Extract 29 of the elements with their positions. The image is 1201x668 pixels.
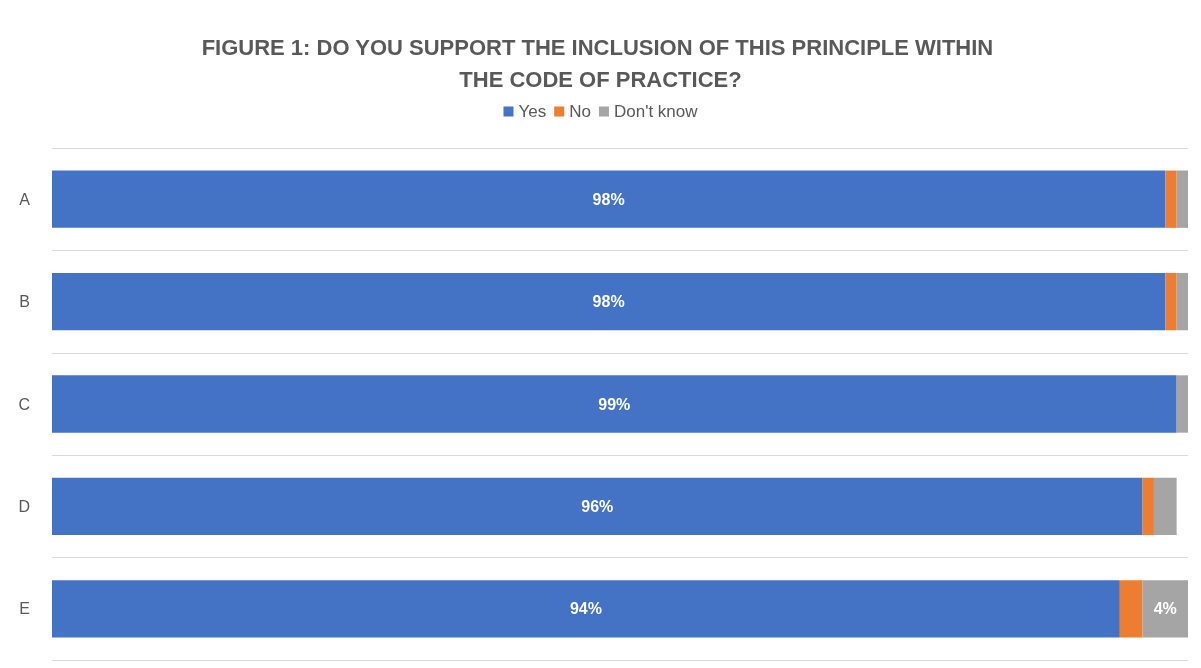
bar xyxy=(52,272,1166,331)
legend-label: No xyxy=(569,102,591,121)
data-label: 99% xyxy=(598,395,631,413)
bar xyxy=(1176,375,1188,433)
bar xyxy=(1142,477,1154,536)
data-label: 94% xyxy=(569,600,602,618)
bar xyxy=(1165,272,1177,331)
bar xyxy=(52,170,1166,228)
legend-label: Yes xyxy=(518,102,547,121)
bar xyxy=(1176,272,1188,331)
data-label: 98% xyxy=(592,190,625,208)
y-tick-label: C xyxy=(18,395,30,413)
bar xyxy=(52,477,1143,536)
y-tick-label: A xyxy=(19,190,31,208)
bar xyxy=(1176,170,1188,228)
bar xyxy=(1153,477,1177,536)
chart-title: FIGURE 1: DO YOU SUPPORT THE INCLUSION OF THIS PRINCIPLE WITHIN THE CODE OF PRACTICE? xyxy=(201,34,1000,92)
bar xyxy=(1119,580,1143,638)
y-tick-label: D xyxy=(18,497,30,515)
y-tick-label: E xyxy=(19,600,30,618)
bar xyxy=(1165,170,1177,228)
data-label: 98% xyxy=(592,293,625,311)
data-label: 96% xyxy=(581,497,614,515)
bar xyxy=(1142,580,1188,638)
legend-label: Don't know xyxy=(613,102,699,121)
bar xyxy=(52,580,1120,638)
data-label: 4% xyxy=(1153,600,1177,618)
bar xyxy=(52,375,1177,433)
y-tick-label: B xyxy=(19,293,30,311)
